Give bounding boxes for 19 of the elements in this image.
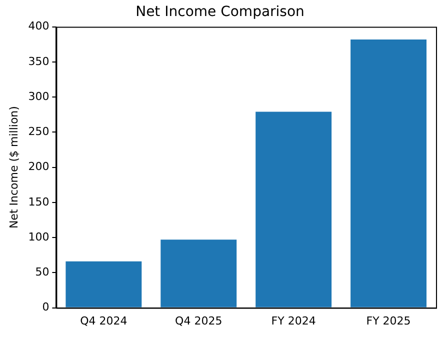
x-tick-label: Q4 2025 [175,314,222,328]
bar [256,112,332,308]
x-tick-label: FY 2024 [271,314,316,328]
y-tick-label: 400 [28,20,50,33]
y-tick-label: 150 [28,195,50,208]
bar [66,261,142,308]
bar [160,240,237,308]
y-tick-label: 200 [28,160,50,174]
y-axis-title: Net Income ($ million) [7,106,20,229]
x-tick-label: Q4 2024 [80,314,128,328]
y-tick-label: 50 [35,266,50,279]
y-tick-label: 100 [28,230,50,244]
y-tick-label: 250 [28,125,50,138]
chart-title: Net Income Comparison [136,4,304,20]
x-tick-label: FY 2025 [366,314,411,328]
y-tick-label: 0 [42,300,50,314]
y-tick-label: 350 [28,54,50,68]
y-tick-label: 300 [28,90,50,103]
bar [350,39,427,308]
